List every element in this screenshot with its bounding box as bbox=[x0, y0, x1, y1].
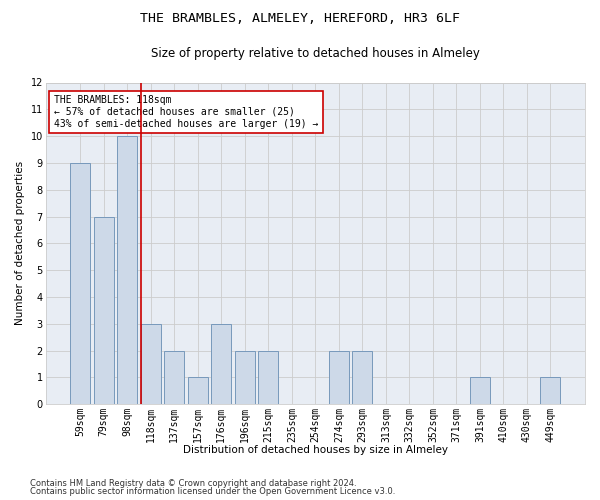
Text: THE BRAMBLES: 118sqm
← 57% of detached houses are smaller (25)
43% of semi-detac: THE BRAMBLES: 118sqm ← 57% of detached h… bbox=[54, 96, 318, 128]
Bar bbox=[235, 350, 255, 404]
Text: Contains public sector information licensed under the Open Government Licence v3: Contains public sector information licen… bbox=[30, 487, 395, 496]
X-axis label: Distribution of detached houses by size in Almeley: Distribution of detached houses by size … bbox=[183, 445, 448, 455]
Bar bbox=[259, 350, 278, 404]
Bar bbox=[164, 350, 184, 404]
Bar bbox=[70, 163, 90, 404]
Bar bbox=[352, 350, 373, 404]
Bar bbox=[141, 324, 161, 404]
Y-axis label: Number of detached properties: Number of detached properties bbox=[15, 162, 25, 326]
Bar bbox=[188, 378, 208, 404]
Bar bbox=[541, 378, 560, 404]
Title: Size of property relative to detached houses in Almeley: Size of property relative to detached ho… bbox=[151, 48, 480, 60]
Bar bbox=[94, 216, 114, 404]
Bar bbox=[211, 324, 231, 404]
Bar bbox=[329, 350, 349, 404]
Bar bbox=[117, 136, 137, 404]
Text: THE BRAMBLES, ALMELEY, HEREFORD, HR3 6LF: THE BRAMBLES, ALMELEY, HEREFORD, HR3 6LF bbox=[140, 12, 460, 26]
Bar bbox=[470, 378, 490, 404]
Text: Contains HM Land Registry data © Crown copyright and database right 2024.: Contains HM Land Registry data © Crown c… bbox=[30, 478, 356, 488]
